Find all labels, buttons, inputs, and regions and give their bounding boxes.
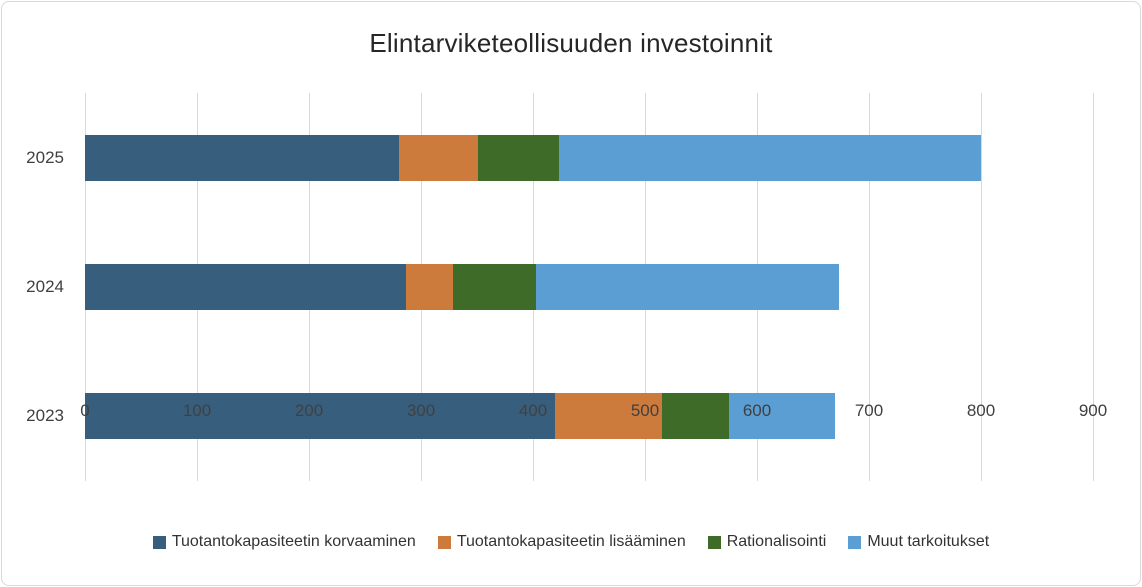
bar-segment-2024-rationalisointi <box>453 264 537 310</box>
legend-swatch-icon <box>707 535 721 549</box>
bar-row-2024 <box>85 264 1093 310</box>
legend-label: Rationalisointi <box>726 533 827 550</box>
legend: Tuotantokapasiteetin korvaaminen Tuotanto… <box>2 533 1140 551</box>
bar-segment-2025-tuotantokapasiteetin-korvaaminen <box>85 134 399 181</box>
x-axis-tick-label-400: 400 <box>518 401 548 420</box>
gridline-x-900 <box>1093 93 1094 481</box>
legend-item-tuotantokapasiteetin-korvaaminen: Tuotantokapasiteetin korvaaminen <box>152 533 416 551</box>
legend-swatch-icon <box>437 535 451 549</box>
legend-label: Tuotantokapasiteetin lisääminen <box>456 533 686 550</box>
x-axis-tick-label-700: 700 <box>854 401 884 420</box>
y-axis-label-2023: 2023 <box>26 406 64 426</box>
x-axis-tick-label-500: 500 <box>630 401 660 420</box>
chart-title: Elintarviketeollisuuden investoinnit <box>369 28 773 58</box>
x-axis-tick-label-600: 600 <box>742 401 772 420</box>
bar-row-2023 <box>85 393 1093 440</box>
bar-segment-2025-muut-tarkoitukset <box>558 134 981 181</box>
legend-item-tuotantokapasiteetin-lis-minen: Tuotantokapasiteetin lisääminen <box>437 533 686 551</box>
legend-item-muut-tarkoitukset: Muut tarkoitukset <box>848 533 989 551</box>
bar-segment-2024-tuotantokapasiteetin-lis-minen <box>406 264 454 310</box>
y-axis-label-2024: 2024 <box>26 277 64 296</box>
gridline-x-800 <box>981 93 982 481</box>
gridline-x-700 <box>869 93 870 481</box>
bar-segment-2023-tuotantokapasiteetin-korvaaminen <box>85 393 556 440</box>
bar-row-2025 <box>85 134 1093 181</box>
bar-segment-2025-tuotantokapasiteetin-lis-minen <box>398 134 479 181</box>
x-axis-tick-label-900: 900 <box>1078 401 1108 420</box>
bar-segment-2023-tuotantokapasiteetin-lis-minen <box>555 393 662 440</box>
bar-segment-2024-tuotantokapasiteetin-korvaaminen <box>85 264 407 310</box>
x-axis-tick-label-0: 0 <box>80 401 90 420</box>
y-axis-label-2025: 2025 <box>26 147 64 167</box>
bar-segment-2025-rationalisointi <box>478 134 559 181</box>
legend-label: Muut tarkoitukset <box>867 533 990 550</box>
plot-area <box>85 93 1094 481</box>
legend-swatch-icon <box>848 535 862 549</box>
x-axis-tick-label-300: 300 <box>406 401 436 420</box>
legend-item-rationalisointi: Rationalisointi <box>707 533 827 551</box>
x-axis-tick-label-800: 800 <box>966 401 996 420</box>
legend-label: Tuotantokapasiteetin korvaaminen <box>171 533 416 550</box>
bar-segment-2024-muut-tarkoitukset <box>536 264 839 310</box>
bar-segment-2023-muut-tarkoitukset <box>728 393 836 440</box>
x-axis-tick-label-200: 200 <box>294 401 324 420</box>
bar-segment-2023-rationalisointi <box>661 393 729 440</box>
x-axis-tick-label-100: 100 <box>182 401 212 420</box>
legend-swatch-icon <box>152 535 166 549</box>
